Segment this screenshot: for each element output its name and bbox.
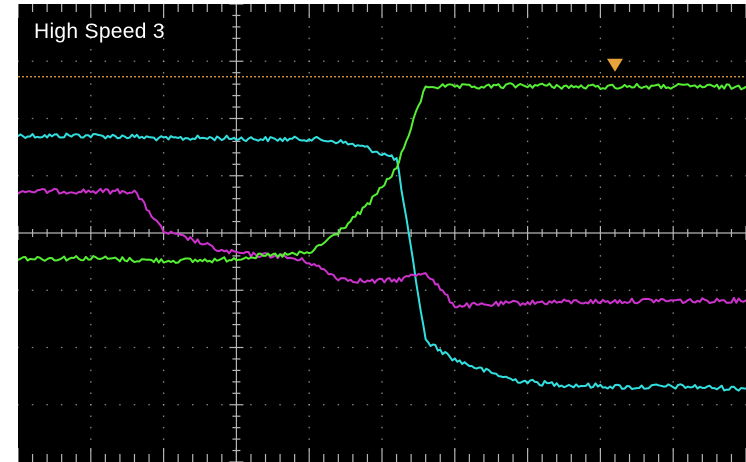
trace-group xyxy=(18,82,746,392)
trigger-marker xyxy=(606,58,623,72)
trigger-marker-group xyxy=(18,58,746,78)
series-line-3 xyxy=(18,82,746,264)
graticule xyxy=(18,4,746,462)
series-line-1 xyxy=(18,132,746,392)
oscilloscope-screen xyxy=(18,4,746,462)
chart-title: High Speed 3 xyxy=(34,20,165,43)
series-line-2 xyxy=(18,187,746,309)
waveform-plot xyxy=(18,4,746,462)
